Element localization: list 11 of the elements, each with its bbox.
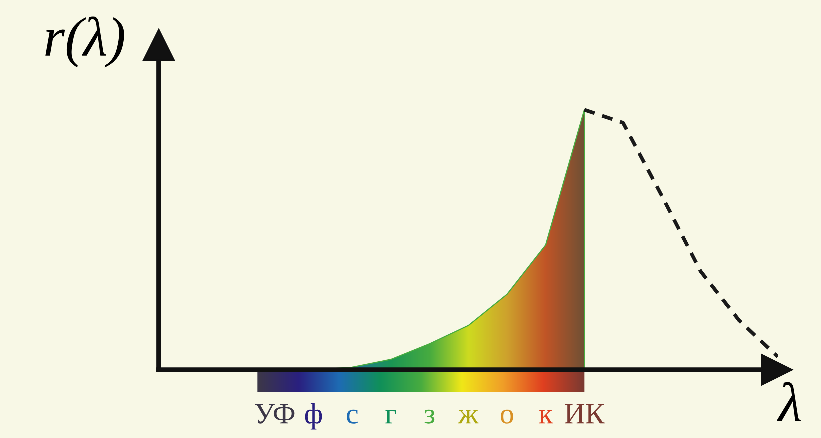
x-tick-label: к [539, 410, 553, 424]
x-tick-label: г [386, 410, 396, 424]
x-tick-label: з [424, 410, 435, 424]
y-axis-title: r(λ) [46, 16, 124, 68]
x-tick-label: ИК [565, 404, 605, 424]
x-tick-label: УФ [255, 404, 295, 424]
x-axis-title: λ [776, 382, 802, 422]
x-tick-label: ф [305, 403, 322, 430]
x-tick-label: с [347, 410, 358, 424]
x-tick-label: о [501, 410, 514, 424]
x-tick-label: ж [458, 410, 479, 424]
